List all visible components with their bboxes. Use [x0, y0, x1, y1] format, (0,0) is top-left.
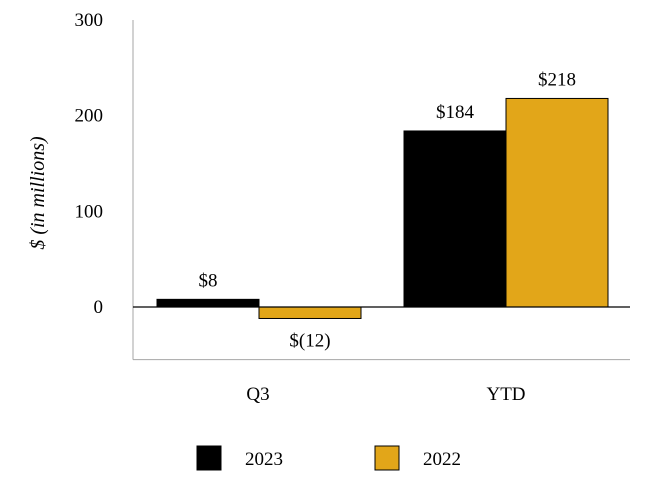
category-label-q3: Q3 [246, 384, 269, 405]
data-labels: $8 $(12) $184 $218 [199, 69, 577, 351]
data-label-2022-ytd: $218 [538, 69, 576, 90]
bars [156, 97, 609, 319]
legend: 2023 2022 [196, 445, 461, 471]
legend-swatch-2023 [196, 445, 222, 471]
bar-2022-q3 [258, 306, 362, 319]
y-tick-label: 200 [75, 106, 104, 127]
data-label-2023-ytd: $184 [436, 102, 475, 123]
bar-2023-q3 [156, 298, 260, 308]
legend-swatch-2022 [374, 445, 400, 471]
category-labels: Q3 YTD [246, 384, 525, 405]
data-label-2022-q3: $(12) [289, 330, 330, 351]
y-tick-label: 0 [94, 297, 104, 318]
data-label-2023-q3: $8 [199, 270, 218, 291]
y-axis-title: $ (in millions) [27, 136, 49, 250]
legend-label-2023: 2023 [245, 449, 283, 470]
y-axis-ticks: 0 100 200 300 [75, 10, 104, 318]
category-label-ytd: YTD [486, 384, 525, 405]
y-tick-label: 300 [75, 10, 104, 31]
y-tick-label: 100 [75, 201, 104, 222]
axes [132, 20, 630, 361]
bar-2022-ytd [505, 97, 609, 308]
legend-label-2022: 2022 [423, 449, 461, 470]
bar-2023-ytd [403, 130, 507, 308]
